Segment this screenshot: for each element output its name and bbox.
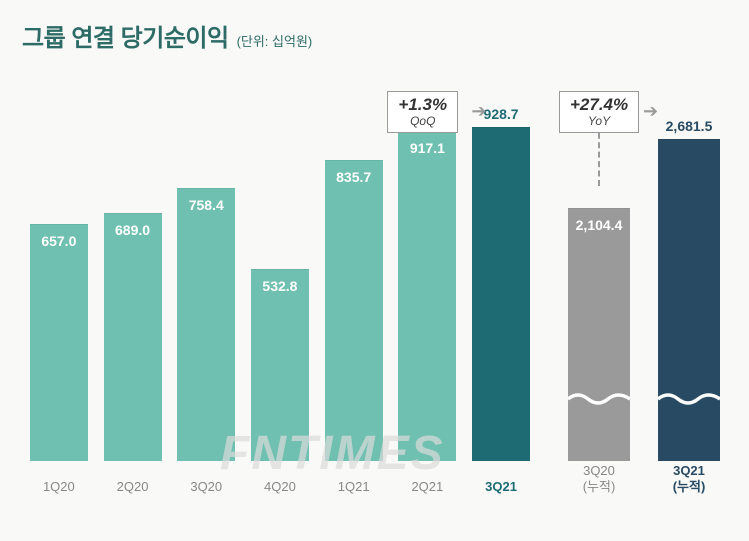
x-axis-labels: 3Q20 (누적)3Q21 (누적) xyxy=(554,463,734,496)
quarterly-bar-chart: 657.0 689.0 758.4 532.8 835.7 917.1 928.7 1Q20… xyxy=(22,75,538,495)
bar-column: 689.0 xyxy=(104,213,162,461)
bar-column: 2,681.5 xyxy=(658,139,720,461)
x-axis-label: 2Q21 xyxy=(391,479,465,495)
growth-callout: +27.4%YoY xyxy=(559,91,639,133)
bar: 835.7 xyxy=(325,160,383,461)
bar-value-label: 835.7 xyxy=(336,169,371,185)
arrow-right-icon: ➔ xyxy=(643,101,658,122)
bar-value-label: 2,104.4 xyxy=(576,217,623,233)
bar-value-label: 917.1 xyxy=(410,140,445,156)
bar: 928.7 xyxy=(472,127,530,461)
callout-basis: YoY xyxy=(570,115,628,128)
bar-column: 758.4 xyxy=(177,188,235,461)
bar-value-label: 532.8 xyxy=(262,278,297,294)
bar-column: 657.0 xyxy=(30,224,88,461)
bar: 532.8 xyxy=(251,269,309,461)
bar-column: 917.1 xyxy=(398,131,456,461)
bar-column: 532.8 xyxy=(251,269,309,461)
bar: 758.4 xyxy=(177,188,235,461)
x-axis-label: 4Q20 xyxy=(243,479,317,495)
bar-value-label: 657.0 xyxy=(41,233,76,249)
bar: 657.0 xyxy=(30,224,88,461)
chart-title: 그룹 연결 당기순이익 xyxy=(22,18,229,53)
x-axis-label: 3Q20 (누적) xyxy=(554,463,644,496)
callout-value: +27.4% xyxy=(570,96,628,115)
chart-subtitle: (단위: 십억원) xyxy=(237,31,313,50)
growth-callout: +1.3%QoQ xyxy=(387,91,458,133)
arrow-right-icon: ➔ xyxy=(471,101,486,122)
x-axis-label: 2Q20 xyxy=(96,479,170,495)
bars-container: 657.0 689.0 758.4 532.8 835.7 917.1 928.7 xyxy=(22,101,538,461)
x-axis-label: 3Q21 xyxy=(464,479,538,495)
bar-column: 928.7 xyxy=(472,127,530,461)
x-axis-labels: 1Q202Q203Q204Q201Q212Q213Q21 xyxy=(22,479,538,495)
bar-value-label: 2,681.5 xyxy=(666,118,713,134)
bar: 689.0 xyxy=(104,213,162,461)
bar: 2,681.5 xyxy=(658,139,720,461)
bar: 917.1 xyxy=(398,131,456,461)
chart-title-row: 그룹 연결 당기순이익 (단위: 십억원) xyxy=(22,18,312,53)
callout-value: +1.3% xyxy=(398,96,447,115)
bar-column: 2,104.4 xyxy=(568,208,630,461)
cumulative-bar-chart: 2,104.4 2,681.5 3Q20 (누적)3Q21 (누적) +27.4%… xyxy=(554,75,734,495)
bar-column: 835.7 xyxy=(325,160,383,461)
x-axis-label: 1Q21 xyxy=(317,479,391,495)
bars-container: 2,104.4 2,681.5 xyxy=(554,101,734,461)
bar: 2,104.4 xyxy=(568,208,630,461)
callout-basis: QoQ xyxy=(398,115,447,128)
bar-value-label: 758.4 xyxy=(189,197,224,213)
bar-value-label: 689.0 xyxy=(115,222,150,238)
x-axis-label: 1Q20 xyxy=(22,479,96,495)
x-axis-label: 3Q21 (누적) xyxy=(644,463,734,496)
x-axis-label: 3Q20 xyxy=(169,479,243,495)
bar-value-label: 928.7 xyxy=(484,106,519,122)
